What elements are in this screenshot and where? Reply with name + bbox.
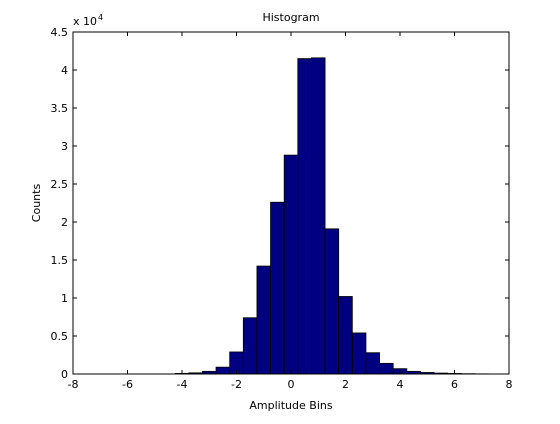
histogram-bar <box>311 58 325 374</box>
histogram-bar <box>271 202 285 374</box>
y-tick-label: 4 <box>61 64 68 77</box>
y-tick-label: 0 <box>61 368 68 381</box>
y-tick-label: 1 <box>61 292 68 305</box>
x-tick-label: -8 <box>68 378 79 391</box>
y-multiplier-label: x 104 <box>73 13 103 28</box>
x-tick-label: 8 <box>506 378 513 391</box>
x-tick-label: 2 <box>342 378 349 391</box>
histogram-bar <box>284 155 298 374</box>
y-multiplier-base: x 10 <box>73 15 97 28</box>
histogram-bar <box>216 367 230 374</box>
y-tick-label: 3.5 <box>51 102 69 115</box>
y-axis-label: Counts <box>30 184 43 223</box>
histogram-bar <box>352 333 366 374</box>
histogram-bar <box>243 318 257 374</box>
y-tick-label: 2.5 <box>51 178 69 191</box>
x-tick-label: -4 <box>177 378 188 391</box>
x-tick-label: 6 <box>451 378 458 391</box>
histogram-bar <box>366 353 380 374</box>
histogram-bar <box>298 59 312 374</box>
histogram-bar <box>257 266 271 374</box>
y-tick-label: 2 <box>61 216 68 229</box>
histogram-bar <box>339 296 353 374</box>
y-multiplier-exponent: 4 <box>98 13 103 22</box>
chart-title: Histogram <box>262 11 319 24</box>
x-tick-label: -2 <box>231 378 242 391</box>
x-tick-label: 4 <box>397 378 404 391</box>
x-tick-label: -6 <box>122 378 133 391</box>
y-tick-label: 1.5 <box>51 254 69 267</box>
y-tick-label: 3 <box>61 140 68 153</box>
y-tick-label: 4.5 <box>51 26 69 39</box>
y-tick-label: 0.5 <box>51 330 69 343</box>
x-tick-label: 0 <box>288 378 295 391</box>
x-axis-label: Amplitude Bins <box>249 399 332 412</box>
histogram-bar <box>325 229 339 374</box>
histogram-bar <box>380 363 394 374</box>
